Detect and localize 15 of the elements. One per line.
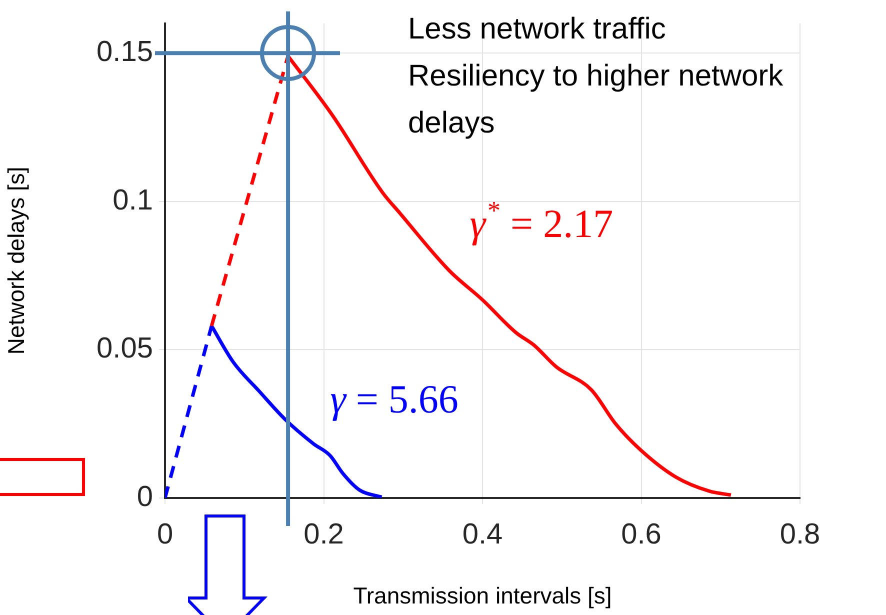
series-label: γ* = 2.17 (470, 196, 614, 246)
x-tick-label: 0.8 (780, 518, 820, 550)
y-tick-label: 0 (136, 481, 153, 513)
annotation: Resiliency to higher network delays (408, 59, 784, 140)
y-axis-title: Network delays [s] (3, 166, 30, 355)
y-tick-label: 0.15 (96, 36, 153, 68)
x-tick-label: 0.6 (621, 518, 662, 550)
x-tick-label: 0 (156, 518, 174, 550)
y-tick-label: 0.1 (112, 184, 153, 216)
x-axis-title: Transmission intervals [s] (353, 582, 612, 609)
y-tick-label: 0.05 (96, 332, 153, 365)
annotation: Less network traffic (408, 12, 666, 46)
x-tick-label: 0.2 (304, 518, 344, 550)
x-tick-label: 0.4 (462, 518, 503, 550)
series-label: γ = 5.66 (330, 376, 458, 422)
